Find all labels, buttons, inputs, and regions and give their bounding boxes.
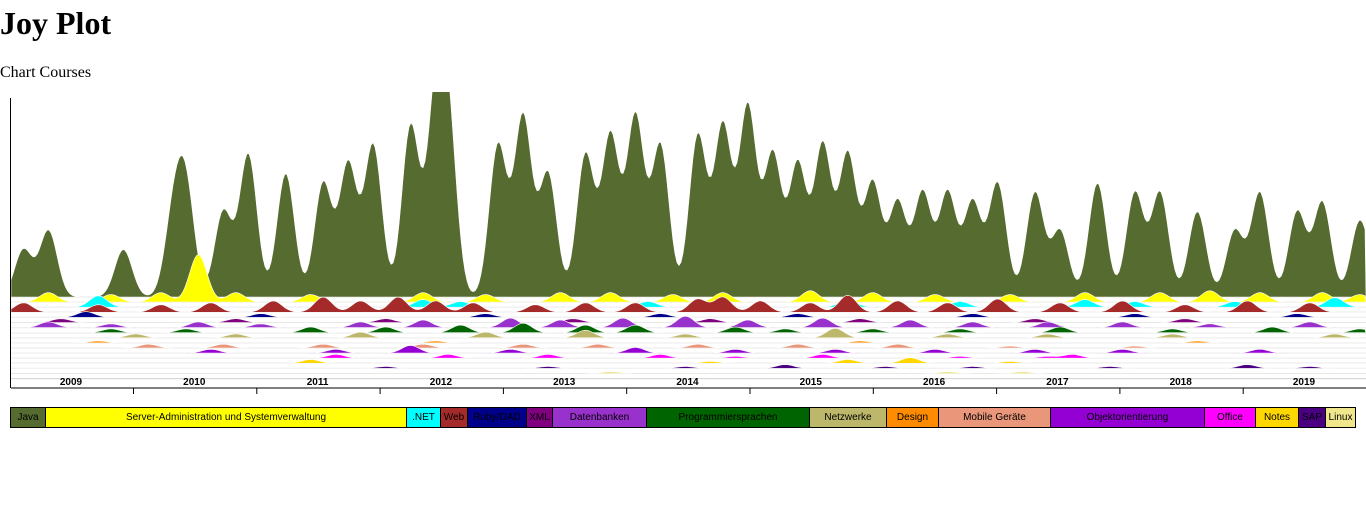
ridge-linux	[11, 371, 1366, 374]
legend-label: Ruby/OAD	[473, 412, 521, 423]
ridge-design	[11, 340, 1366, 344]
ridge-web	[10, 294, 1366, 313]
legend-item-datenbanken[interactable]: Datenbanken	[553, 408, 647, 427]
legend-item-mobile-ger-te[interactable]: Mobile Geräte	[939, 408, 1051, 427]
legend-label: XML	[529, 412, 550, 423]
legend-label: Objektorientierung	[1086, 412, 1169, 423]
page-title: Joy Plot	[0, 5, 112, 41]
ridge-objektorientierung	[11, 345, 1366, 354]
legend-label: Java	[17, 412, 39, 423]
ridge-server-administration-und-systemverwaltung	[11, 254, 1366, 303]
x-tick-label: 2013	[553, 377, 576, 388]
ridge-java	[10, 92, 1366, 298]
legend-item-web[interactable]: Web	[441, 408, 468, 427]
legend-item--net[interactable]: .NET	[407, 408, 441, 427]
legend-item-server-administration-und-systemverwaltung[interactable]: Server-Administration und Systemverwaltu…	[46, 408, 407, 427]
ridge-sap	[11, 364, 1366, 369]
legend-label: Datenbanken	[569, 412, 630, 423]
legend-item-ruby-oad[interactable]: Ruby/OAD	[468, 408, 527, 427]
joy-plot-chart: 2009 2010 2011 2012 2013 2014 2015 2016 2017 2018…	[10, 92, 1366, 394]
legend-item-netzwerke[interactable]: Netzwerke	[810, 408, 887, 427]
x-tick-label: 2014	[676, 377, 699, 388]
ridges	[10, 92, 1366, 374]
legend-label: .NET	[412, 412, 435, 423]
legend-item-sap[interactable]: SAP	[1299, 408, 1326, 427]
x-axis: 2009 2010 2011 2012 2013 2014 2015 2016 2017 2018…	[10, 98, 1366, 394]
legend-item-xml[interactable]: XML	[527, 408, 553, 427]
x-tick-label: 2009	[60, 377, 83, 388]
legend-label: Notes	[1263, 412, 1291, 423]
legend-item-design[interactable]: Design	[887, 408, 939, 427]
legend: Java Server-Administration und Systemverw…	[10, 407, 1356, 428]
legend-label: Programmiersprachen	[678, 412, 778, 423]
legend-item-linux[interactable]: Linux	[1326, 408, 1355, 427]
x-tick-label: 2011	[307, 377, 329, 388]
legend-label: SAP	[1301, 412, 1322, 423]
x-tick-label: 2012	[430, 377, 453, 388]
ridge-programmiersprachen	[11, 322, 1366, 333]
chart-subtitle: Chart Courses	[0, 64, 92, 81]
ridge-netzwerke	[11, 327, 1366, 339]
legend-item-programmiersprachen[interactable]: Programmiersprachen	[647, 408, 810, 427]
x-tick-label: 2010	[183, 377, 206, 388]
x-tick-label: 2016	[923, 377, 946, 388]
legend-item-objektorientierung[interactable]: Objektorientierung	[1051, 408, 1205, 427]
ridge-mobile-ger-te	[11, 343, 1366, 349]
ridge-notes	[11, 357, 1366, 364]
legend-label: Server-Administration und Systemverwaltu…	[125, 412, 327, 423]
legend-label: Netzwerke	[824, 412, 872, 423]
legend-label: Web	[443, 412, 465, 423]
legend-label: Design	[896, 412, 929, 423]
legend-item-java[interactable]: Java	[11, 408, 46, 427]
legend-item-notes[interactable]: Notes	[1256, 408, 1299, 427]
x-tick-label: 2017	[1046, 377, 1069, 388]
x-tick-label: 2018	[1170, 377, 1193, 388]
x-tick-label: 2019	[1293, 377, 1316, 388]
legend-label: Linux	[1328, 412, 1353, 423]
legend-label: Office	[1217, 412, 1243, 423]
legend-item-office[interactable]: Office	[1205, 408, 1256, 427]
x-tick-label: 2015	[800, 377, 823, 388]
ridge-datenbanken	[11, 315, 1366, 328]
legend-label: Mobile Geräte	[963, 412, 1026, 423]
ridge-office	[11, 354, 1366, 359]
